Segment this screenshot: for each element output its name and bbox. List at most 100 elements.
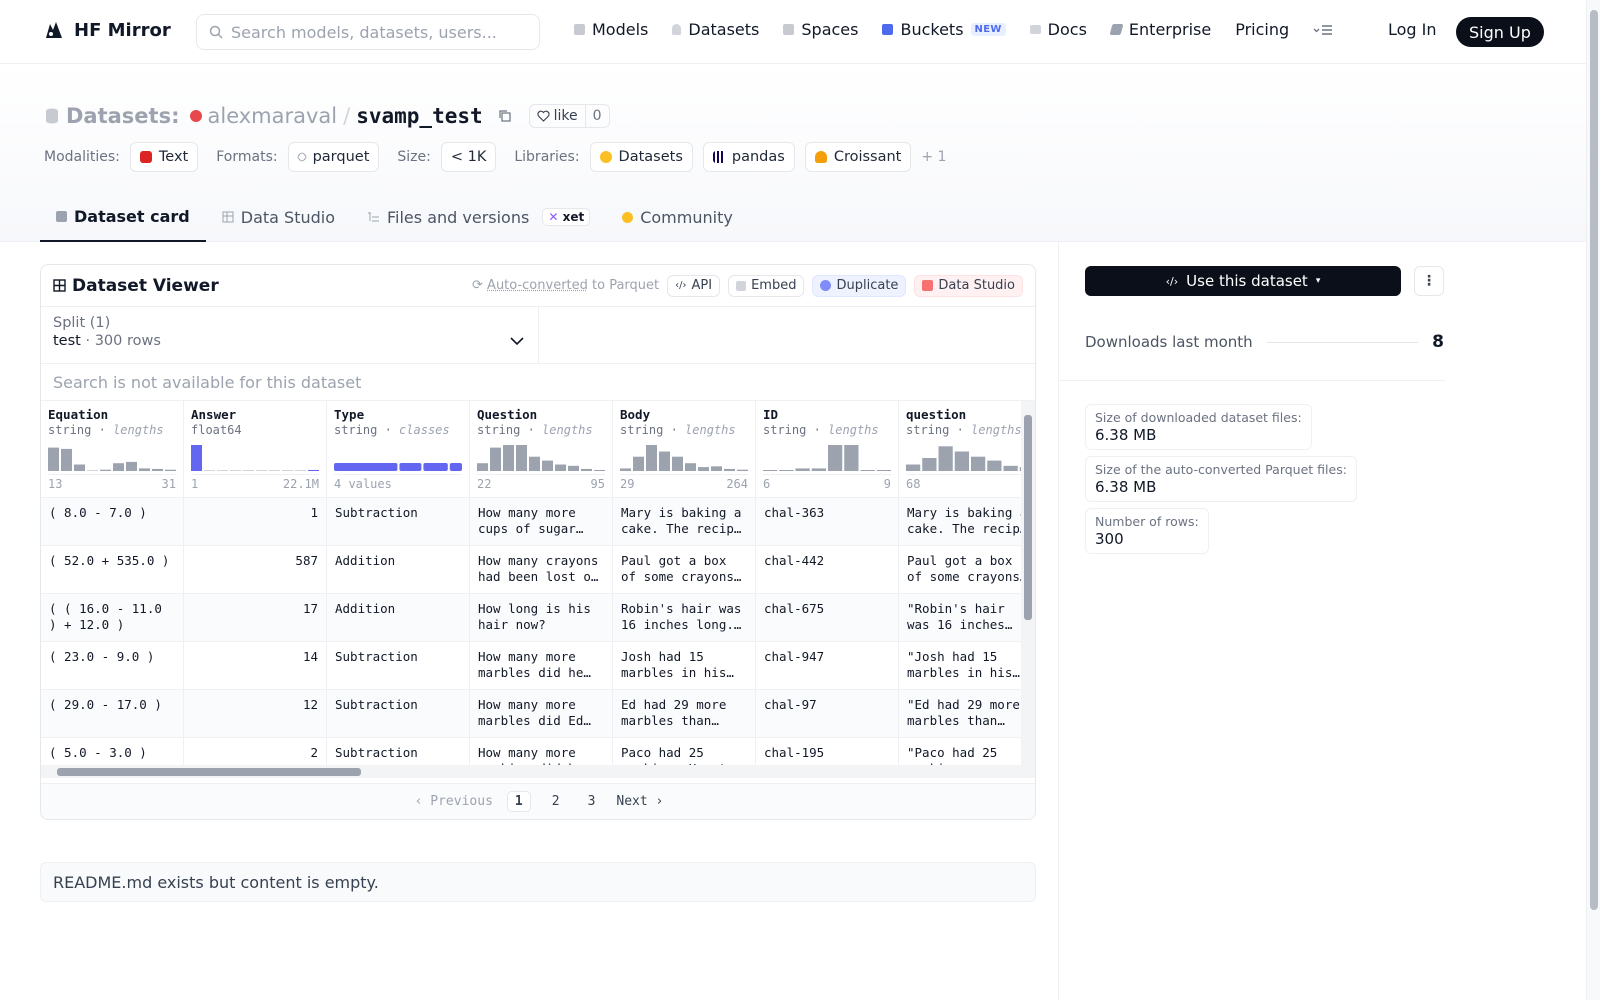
column-histogram[interactable] [906, 445, 1034, 471]
nav-buckets[interactable]: Buckets NEW [882, 20, 1006, 39]
table-cell[interactable]: "Robin's hair was 16 inches long. [898, 593, 1035, 642]
tag-modality-text[interactable]: Text [129, 142, 199, 172]
nav-spaces[interactable]: Spaces [783, 20, 858, 39]
table-cell[interactable]: chal-675 [755, 593, 899, 642]
class-bar[interactable] [423, 463, 448, 471]
column-header-answer[interactable]: Answer float64 1 22.1M [183, 401, 327, 498]
histogram-bar[interactable] [477, 463, 488, 471]
brand-logo-link[interactable]: HF Mirror [42, 18, 171, 42]
histogram-bar[interactable] [542, 460, 553, 471]
like-button[interactable]: like 0 [528, 104, 610, 128]
column-histogram[interactable] [763, 445, 891, 471]
table-cell[interactable]: Paul got a box of some crayons for his b… [612, 545, 756, 594]
table-cell[interactable]: ( 23.0 - 9.0 ) [41, 641, 184, 690]
login-link[interactable]: Log In [1388, 20, 1437, 39]
histogram-bar[interactable] [308, 469, 319, 471]
histogram-bar[interactable] [295, 470, 306, 471]
histogram-bar[interactable] [1003, 465, 1018, 471]
nav-models[interactable]: Models [574, 20, 648, 39]
histogram-bar[interactable] [256, 470, 267, 471]
tab-files-and-versions[interactable]: Files and versions ✕ xet [351, 192, 606, 242]
table-cell[interactable]: Subtraction [326, 497, 470, 546]
signup-button[interactable]: Sign Up [1456, 17, 1544, 47]
histogram-bar[interactable] [568, 465, 579, 471]
embed-button[interactable]: Embed [728, 274, 805, 297]
table-cell[interactable]: "Ed had 29 more marbles than Doug. [898, 689, 1035, 738]
table-row[interactable]: ( 23.0 - 9.0 ) 14 Subtraction How many more… [41, 641, 1035, 690]
column-header-question[interactable]: question string · lengths 68 [898, 401, 1035, 498]
nav-enterprise[interactable]: Enterprise [1109, 20, 1211, 39]
column-histogram[interactable] [334, 445, 462, 471]
table-cell[interactable]: Mary is baking a cake. The recipe calls … [898, 497, 1035, 546]
histogram-bar[interactable] [61, 448, 72, 471]
table-cell[interactable]: Ed had 29 more marbles than Doug. Doug l… [612, 689, 756, 738]
histogram-bar[interactable] [633, 456, 644, 471]
histogram-bar[interactable] [954, 451, 969, 472]
histogram-bar[interactable] [698, 467, 709, 471]
page-3-button[interactable]: 3 [587, 794, 596, 809]
global-search-input[interactable] [231, 22, 521, 42]
column-histogram[interactable] [620, 445, 748, 471]
use-this-dataset-button[interactable]: ‹/› Use this dataset ▾ [1085, 266, 1401, 296]
table-cell[interactable]: Paul got a box of some crayons for his b… [898, 545, 1035, 594]
column-header-type[interactable]: Type string · classes 4 values [326, 401, 470, 498]
histogram-bar[interactable] [243, 470, 254, 471]
vertical-scrollbar[interactable] [1021, 401, 1035, 765]
histogram-bar[interactable] [711, 466, 722, 471]
histogram-bar[interactable] [217, 470, 228, 471]
horizontal-scrollbar[interactable] [41, 765, 1035, 778]
tag-size[interactable]: < 1K [440, 142, 497, 172]
histogram-bar[interactable] [503, 445, 514, 471]
histogram-bar[interactable] [938, 446, 953, 471]
table-cell[interactable]: Subtraction [326, 689, 470, 738]
repo-owner-link[interactable]: alexmaraval [207, 104, 338, 128]
column-histogram[interactable] [477, 445, 605, 471]
histogram-bar[interactable] [87, 470, 98, 471]
auto-converted-link[interactable]: Auto-converted [487, 278, 588, 293]
table-cell[interactable]: ( ( 16.0 - 11.0 ) + 12.0 ) [41, 593, 184, 642]
table-cell[interactable]: Addition [326, 593, 470, 642]
tab-community[interactable]: Community [606, 192, 749, 242]
global-search[interactable] [196, 14, 540, 50]
table-cell[interactable]: How many crayons had been lost or given … [469, 545, 613, 594]
data-grid[interactable]: Equation string · lengths 13 31 Answer float6… [41, 401, 1035, 778]
column-header-id[interactable]: ID string · lengths 6 9 [755, 401, 899, 498]
histogram-bar[interactable] [48, 447, 59, 471]
table-cell[interactable]: ( 29.0 - 17.0 ) [41, 689, 184, 738]
more-options-button[interactable]: ⋮ [1414, 266, 1444, 296]
table-cell[interactable]: Josh had 15 marbles in his collection. H… [612, 641, 756, 690]
data-studio-button[interactable]: Data Studio [914, 274, 1023, 297]
histogram-bar[interactable] [113, 463, 124, 471]
table-cell[interactable]: How long is his hair now? [469, 593, 613, 642]
nav-pricing[interactable]: Pricing [1235, 20, 1289, 39]
tab-data-studio[interactable]: Data Studio [206, 192, 351, 242]
histogram-bar[interactable] [620, 468, 631, 471]
table-cell[interactable]: chal-97 [755, 689, 899, 738]
histogram-bar[interactable] [828, 445, 843, 471]
histogram-bar[interactable] [646, 445, 657, 471]
table-cell[interactable]: ( 52.0 + 535.0 ) [41, 545, 184, 594]
histogram-bar[interactable] [100, 469, 111, 471]
histogram-bar[interactable] [230, 470, 241, 471]
next-page-button[interactable]: Next › [616, 794, 664, 809]
histogram-bar[interactable] [737, 469, 748, 471]
page-scrollbar-thumb[interactable] [1590, 10, 1598, 910]
more-libraries-link[interactable]: + 1 [921, 149, 947, 165]
histogram-bar[interactable] [152, 468, 163, 471]
repo-name-link[interactable]: svamp_test [356, 104, 483, 128]
table-row[interactable]: ( ( 16.0 - 11.0 ) + 12.0 ) 17 Addition How … [41, 593, 1035, 642]
histogram-bar[interactable] [594, 469, 605, 471]
class-bar[interactable] [399, 463, 422, 471]
copy-icon[interactable] [497, 108, 513, 124]
table-row[interactable]: ( 29.0 - 17.0 ) 12 Subtraction How many mor… [41, 689, 1035, 738]
histogram-bar[interactable] [516, 445, 527, 471]
table-row[interactable]: ( 52.0 + 535.0 ) 587 Addition How many cray… [41, 545, 1035, 594]
table-cell[interactable]: chal-947 [755, 641, 899, 690]
histogram-bar[interactable] [795, 468, 810, 471]
table-row[interactable]: ( 8.0 - 7.0 ) 1 Subtraction How many more c… [41, 497, 1035, 546]
table-cell[interactable]: 14 [183, 641, 327, 690]
table-cell[interactable]: 1 [183, 497, 327, 546]
tab-dataset-card[interactable]: Dataset card [40, 192, 206, 242]
table-cell[interactable]: Robin's hair was 16 inches long. He cut … [612, 593, 756, 642]
table-cell[interactable]: 12 [183, 689, 327, 738]
